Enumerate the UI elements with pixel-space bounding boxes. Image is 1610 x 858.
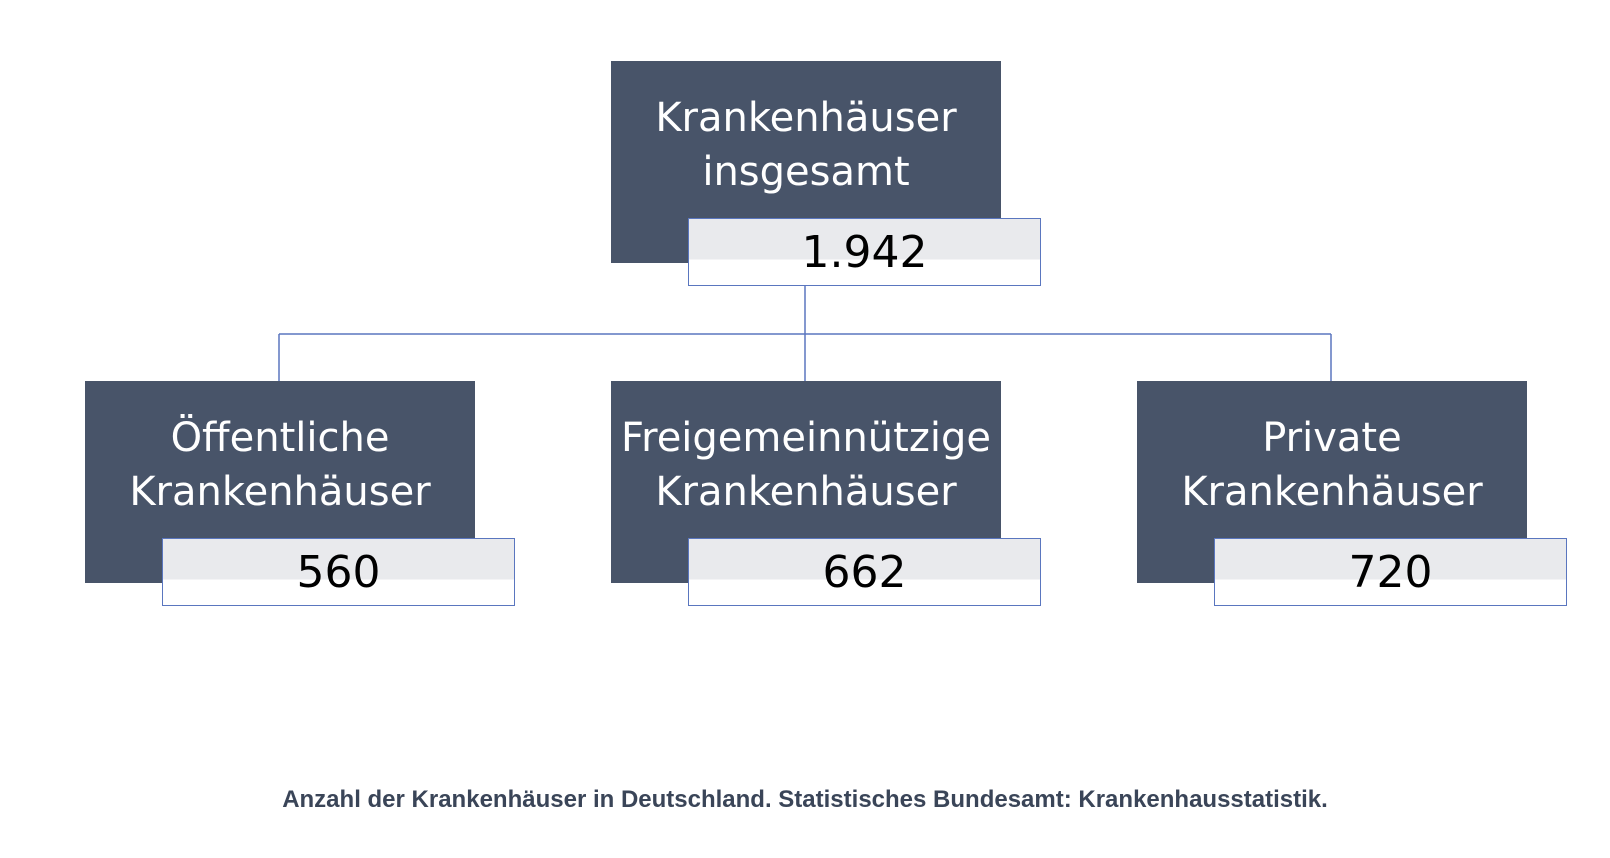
child-node-nonprofit-title-line1: Freigemeinnützige <box>621 415 991 461</box>
child-node-public-title-line2: Krankenhäuser <box>129 469 431 515</box>
child-node-nonprofit-value: 662 <box>822 547 907 598</box>
child-node-public-value: 560 <box>296 547 381 598</box>
figure-caption: Anzahl der Krankenhäuser in Deutschland.… <box>282 786 1328 813</box>
child-node-private-value: 720 <box>1348 547 1433 598</box>
child-node-public-title-line1: Öffentliche <box>170 415 390 461</box>
root-node-value-box: 1.942 <box>688 218 1041 286</box>
root-node-title-line2: insgesamt <box>702 149 910 195</box>
root-node-value: 1.942 <box>801 227 928 278</box>
root-node-box: Krankenhäuser insgesamt <box>611 61 1001 263</box>
child-node-nonprofit-title-line2: Krankenhäuser <box>655 469 957 515</box>
child-node-private-title-line2: Krankenhäuser <box>1181 469 1483 515</box>
child-node-private-title-line1: Private <box>1262 415 1402 461</box>
child-node-public-value-box: 560 <box>162 538 515 606</box>
child-node-nonprofit-value-box: 662 <box>688 538 1041 606</box>
root-node-title-line1: Krankenhäuser <box>655 95 957 141</box>
child-node-private-value-box: 720 <box>1214 538 1567 606</box>
